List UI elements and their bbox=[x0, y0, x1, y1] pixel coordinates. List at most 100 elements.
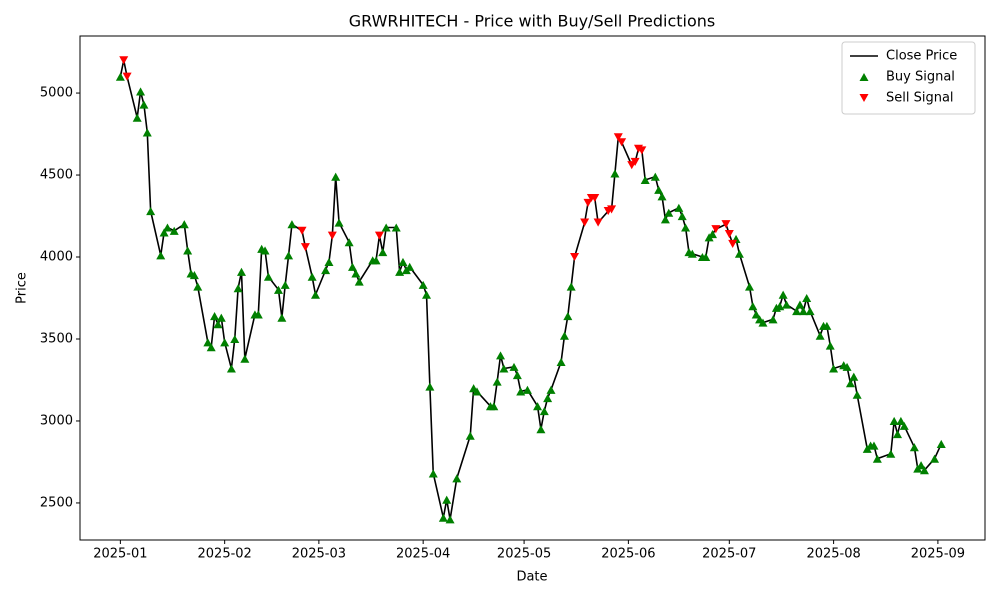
signal-marker bbox=[263, 272, 273, 281]
signal-marker bbox=[280, 280, 290, 289]
signal-marker bbox=[798, 307, 808, 316]
signal-marker bbox=[472, 387, 482, 396]
x-tick-label: 2025-07 bbox=[702, 547, 756, 562]
signal-marker bbox=[701, 252, 711, 262]
legend-marker bbox=[859, 93, 869, 103]
signal-marker bbox=[893, 430, 903, 439]
signal-marker bbox=[593, 218, 603, 227]
signal-marker bbox=[842, 362, 852, 371]
signal-marker bbox=[236, 267, 246, 276]
signal-marker bbox=[139, 100, 149, 109]
signal-marker bbox=[348, 262, 358, 271]
signal-marker bbox=[607, 205, 617, 214]
signal-marker bbox=[344, 238, 354, 247]
y-tick-label: 3500 bbox=[40, 331, 73, 346]
signal-marker bbox=[395, 267, 405, 276]
signal-marker bbox=[445, 515, 455, 524]
x-tick-label: 2025-06 bbox=[601, 547, 655, 562]
signal-marker bbox=[220, 338, 230, 347]
signal-marker bbox=[351, 269, 361, 278]
signal-marker bbox=[889, 416, 899, 426]
legend-label: Sell Signal bbox=[886, 91, 954, 106]
x-axis-label: Date bbox=[516, 570, 547, 585]
signal-marker bbox=[115, 72, 125, 81]
signal-marker bbox=[734, 249, 744, 258]
x-tick-label: 2025-09 bbox=[911, 547, 965, 562]
signal-marker bbox=[556, 357, 566, 366]
signal-marker bbox=[768, 315, 778, 324]
signal-marker bbox=[829, 364, 839, 373]
signal-marker bbox=[496, 351, 506, 360]
signal-marker bbox=[617, 138, 627, 147]
signal-marker bbox=[845, 379, 855, 388]
signal-marker bbox=[570, 252, 580, 262]
signal-marker bbox=[778, 290, 788, 299]
signal-marker bbox=[660, 215, 670, 224]
signal-marker bbox=[899, 421, 909, 430]
signal-marker bbox=[580, 218, 590, 227]
signal-marker bbox=[132, 113, 142, 122]
signal-marker bbox=[213, 320, 223, 329]
y-tick-label: 4500 bbox=[40, 168, 73, 183]
signal-marker bbox=[418, 280, 428, 289]
signal-marker bbox=[744, 282, 754, 291]
signal-marker bbox=[637, 146, 647, 155]
signal-marker bbox=[438, 513, 448, 522]
y-tick-label: 2500 bbox=[40, 495, 73, 510]
signal-marker bbox=[442, 495, 452, 504]
signal-marker bbox=[775, 302, 785, 311]
signal-marker bbox=[721, 220, 731, 229]
signal-marker bbox=[307, 272, 317, 281]
signal-marker bbox=[253, 310, 263, 319]
signal-marker bbox=[792, 307, 802, 316]
signal-marker bbox=[559, 331, 569, 340]
signal-marker bbox=[566, 282, 576, 291]
signal-marker bbox=[533, 402, 543, 411]
signal-marker bbox=[374, 231, 384, 240]
x-tick-label: 2025-08 bbox=[806, 547, 860, 562]
signal-marker bbox=[919, 466, 929, 475]
signal-marker bbox=[189, 270, 199, 280]
signal-marker bbox=[216, 313, 226, 322]
signal-marker bbox=[230, 334, 240, 344]
signal-marker bbox=[226, 364, 236, 373]
signal-marker bbox=[354, 277, 364, 286]
signal-marker bbox=[687, 249, 697, 258]
signal-marker bbox=[512, 371, 522, 380]
signal-marker bbox=[179, 220, 189, 229]
y-tick-label: 4000 bbox=[40, 250, 73, 265]
y-axis-label: Price bbox=[15, 272, 30, 304]
signal-marker bbox=[802, 293, 812, 303]
signal-marker bbox=[751, 310, 761, 319]
signal-marker bbox=[825, 341, 835, 350]
signal-marker bbox=[546, 385, 556, 394]
signal-marker bbox=[758, 318, 768, 327]
signal-marker bbox=[378, 248, 388, 257]
signal-marker bbox=[936, 439, 946, 448]
signal-marker bbox=[142, 128, 152, 137]
signal-marker bbox=[206, 343, 216, 352]
signal-marker bbox=[156, 251, 166, 260]
signal-marker bbox=[630, 157, 640, 166]
signal-marker bbox=[489, 402, 499, 411]
signal-marker bbox=[728, 239, 738, 248]
signal-marker bbox=[297, 226, 307, 235]
signal-marker bbox=[677, 211, 687, 221]
signal-marker bbox=[260, 246, 270, 255]
signal-marker bbox=[724, 230, 734, 239]
signal-marker bbox=[240, 354, 250, 363]
signal-marker bbox=[159, 228, 169, 237]
signal-marker bbox=[422, 290, 432, 299]
legend-marker bbox=[859, 72, 869, 82]
y-tick-label: 3000 bbox=[40, 413, 73, 428]
signal-marker bbox=[233, 284, 243, 293]
x-tick-label: 2025-04 bbox=[396, 547, 450, 562]
x-tick-label: 2025-02 bbox=[198, 547, 252, 562]
x-tick-label: 2025-01 bbox=[93, 547, 147, 562]
signal-marker bbox=[822, 321, 832, 330]
signal-marker bbox=[499, 364, 509, 373]
signal-marker bbox=[640, 175, 650, 185]
legend-box bbox=[841, 41, 976, 115]
signal-marker bbox=[583, 198, 593, 207]
signal-marker bbox=[311, 290, 321, 299]
